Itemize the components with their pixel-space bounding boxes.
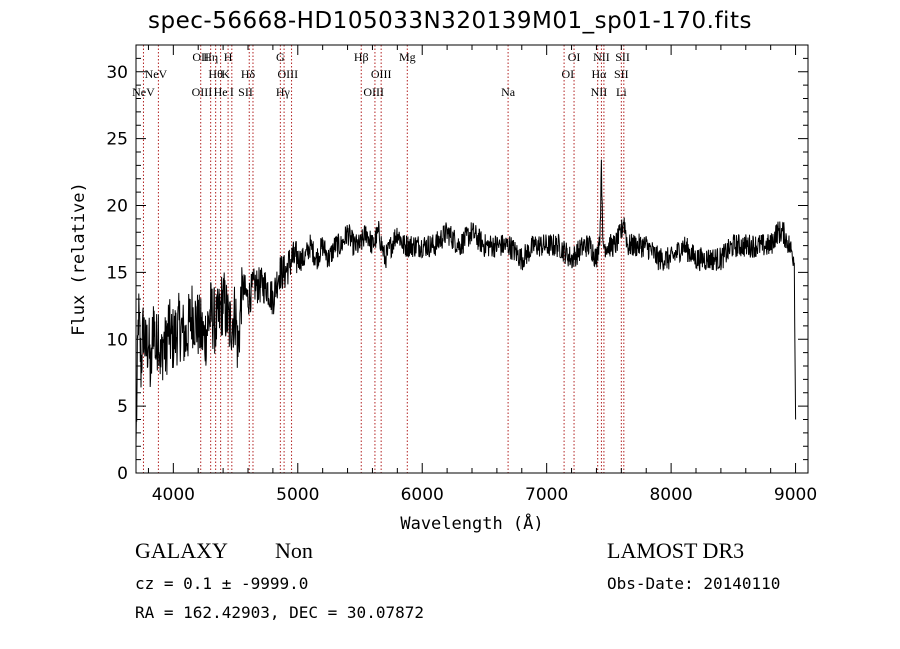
line-label: OI <box>561 67 574 81</box>
emission-line-markers <box>142 45 625 473</box>
line-label: Hα <box>591 67 607 81</box>
redshift-cz: cz = 0.1 ± -9999.0 <box>135 574 309 593</box>
line-label: NeV <box>145 67 168 81</box>
line-label: I <box>230 85 234 99</box>
emission-line-labels: NeVNeVOIIOIIIHηHθHeHKIHδSIIGOIIIHγHβOIII… <box>132 50 630 99</box>
object-class: GALAXY <box>135 538 228 563</box>
line-label: Mg <box>399 50 416 64</box>
ra-dec: RA = 162.42903, DEC = 30.07872 <box>135 603 424 622</box>
line-label: OI <box>568 50 581 64</box>
line-label: OII <box>192 50 209 64</box>
line-label: Li <box>616 85 627 99</box>
line-label: OIII <box>371 67 392 81</box>
x-tick-label: 8000 <box>649 485 692 505</box>
object-subclass: Non <box>275 538 313 563</box>
y-tick-label: 30 <box>106 63 128 83</box>
y-tick-label: 10 <box>106 330 128 350</box>
line-label: OIII <box>192 85 213 99</box>
line-label: OIII <box>363 85 384 99</box>
x-tick-label: 4000 <box>152 485 195 505</box>
chart-title: spec-56668-HD105033N320139M01_sp01-170.f… <box>148 8 752 34</box>
y-tick-label: 5 <box>117 397 128 417</box>
line-label: Hγ <box>276 85 291 99</box>
line-label: Hδ <box>241 67 256 81</box>
line-label: He <box>214 85 228 99</box>
line-label: Hβ <box>354 50 369 64</box>
x-axis-ticks: 4000 5000 6000 7000 8000 9000 <box>147 45 817 505</box>
x-tick-label: 6000 <box>401 485 444 505</box>
y-tick-label: 25 <box>106 130 128 150</box>
line-label: Hη <box>203 50 218 64</box>
line-label: NII <box>593 50 610 64</box>
line-label: K <box>221 67 230 81</box>
line-label: OIII <box>277 67 298 81</box>
y-tick-label: 15 <box>106 263 128 283</box>
y-tick-label: 20 <box>106 197 128 217</box>
line-label: Na <box>501 85 516 99</box>
x-axis-label: Wavelength (Å) <box>400 512 543 534</box>
line-label: SII <box>615 50 630 64</box>
line-label: SII <box>614 67 629 81</box>
line-label: G <box>276 50 285 64</box>
spectrum-line <box>135 159 797 447</box>
line-label: H <box>224 50 233 64</box>
survey-label: LAMOST DR3 <box>607 538 745 563</box>
x-tick-label: 7000 <box>525 485 568 505</box>
line-label: SII <box>238 85 253 99</box>
line-label: NeV <box>132 85 155 99</box>
y-axis-label: Flux (relative) <box>69 182 89 336</box>
y-axis-ticks: 0 5 10 15 20 25 30 <box>106 44 808 484</box>
line-label: NII <box>591 85 608 99</box>
line-label: Hθ <box>208 67 223 81</box>
x-tick-label: 5000 <box>276 485 319 505</box>
x-tick-label: 9000 <box>774 485 817 505</box>
obs-date: Obs-Date: 20140110 <box>607 574 781 593</box>
y-tick-label: 0 <box>117 464 128 484</box>
